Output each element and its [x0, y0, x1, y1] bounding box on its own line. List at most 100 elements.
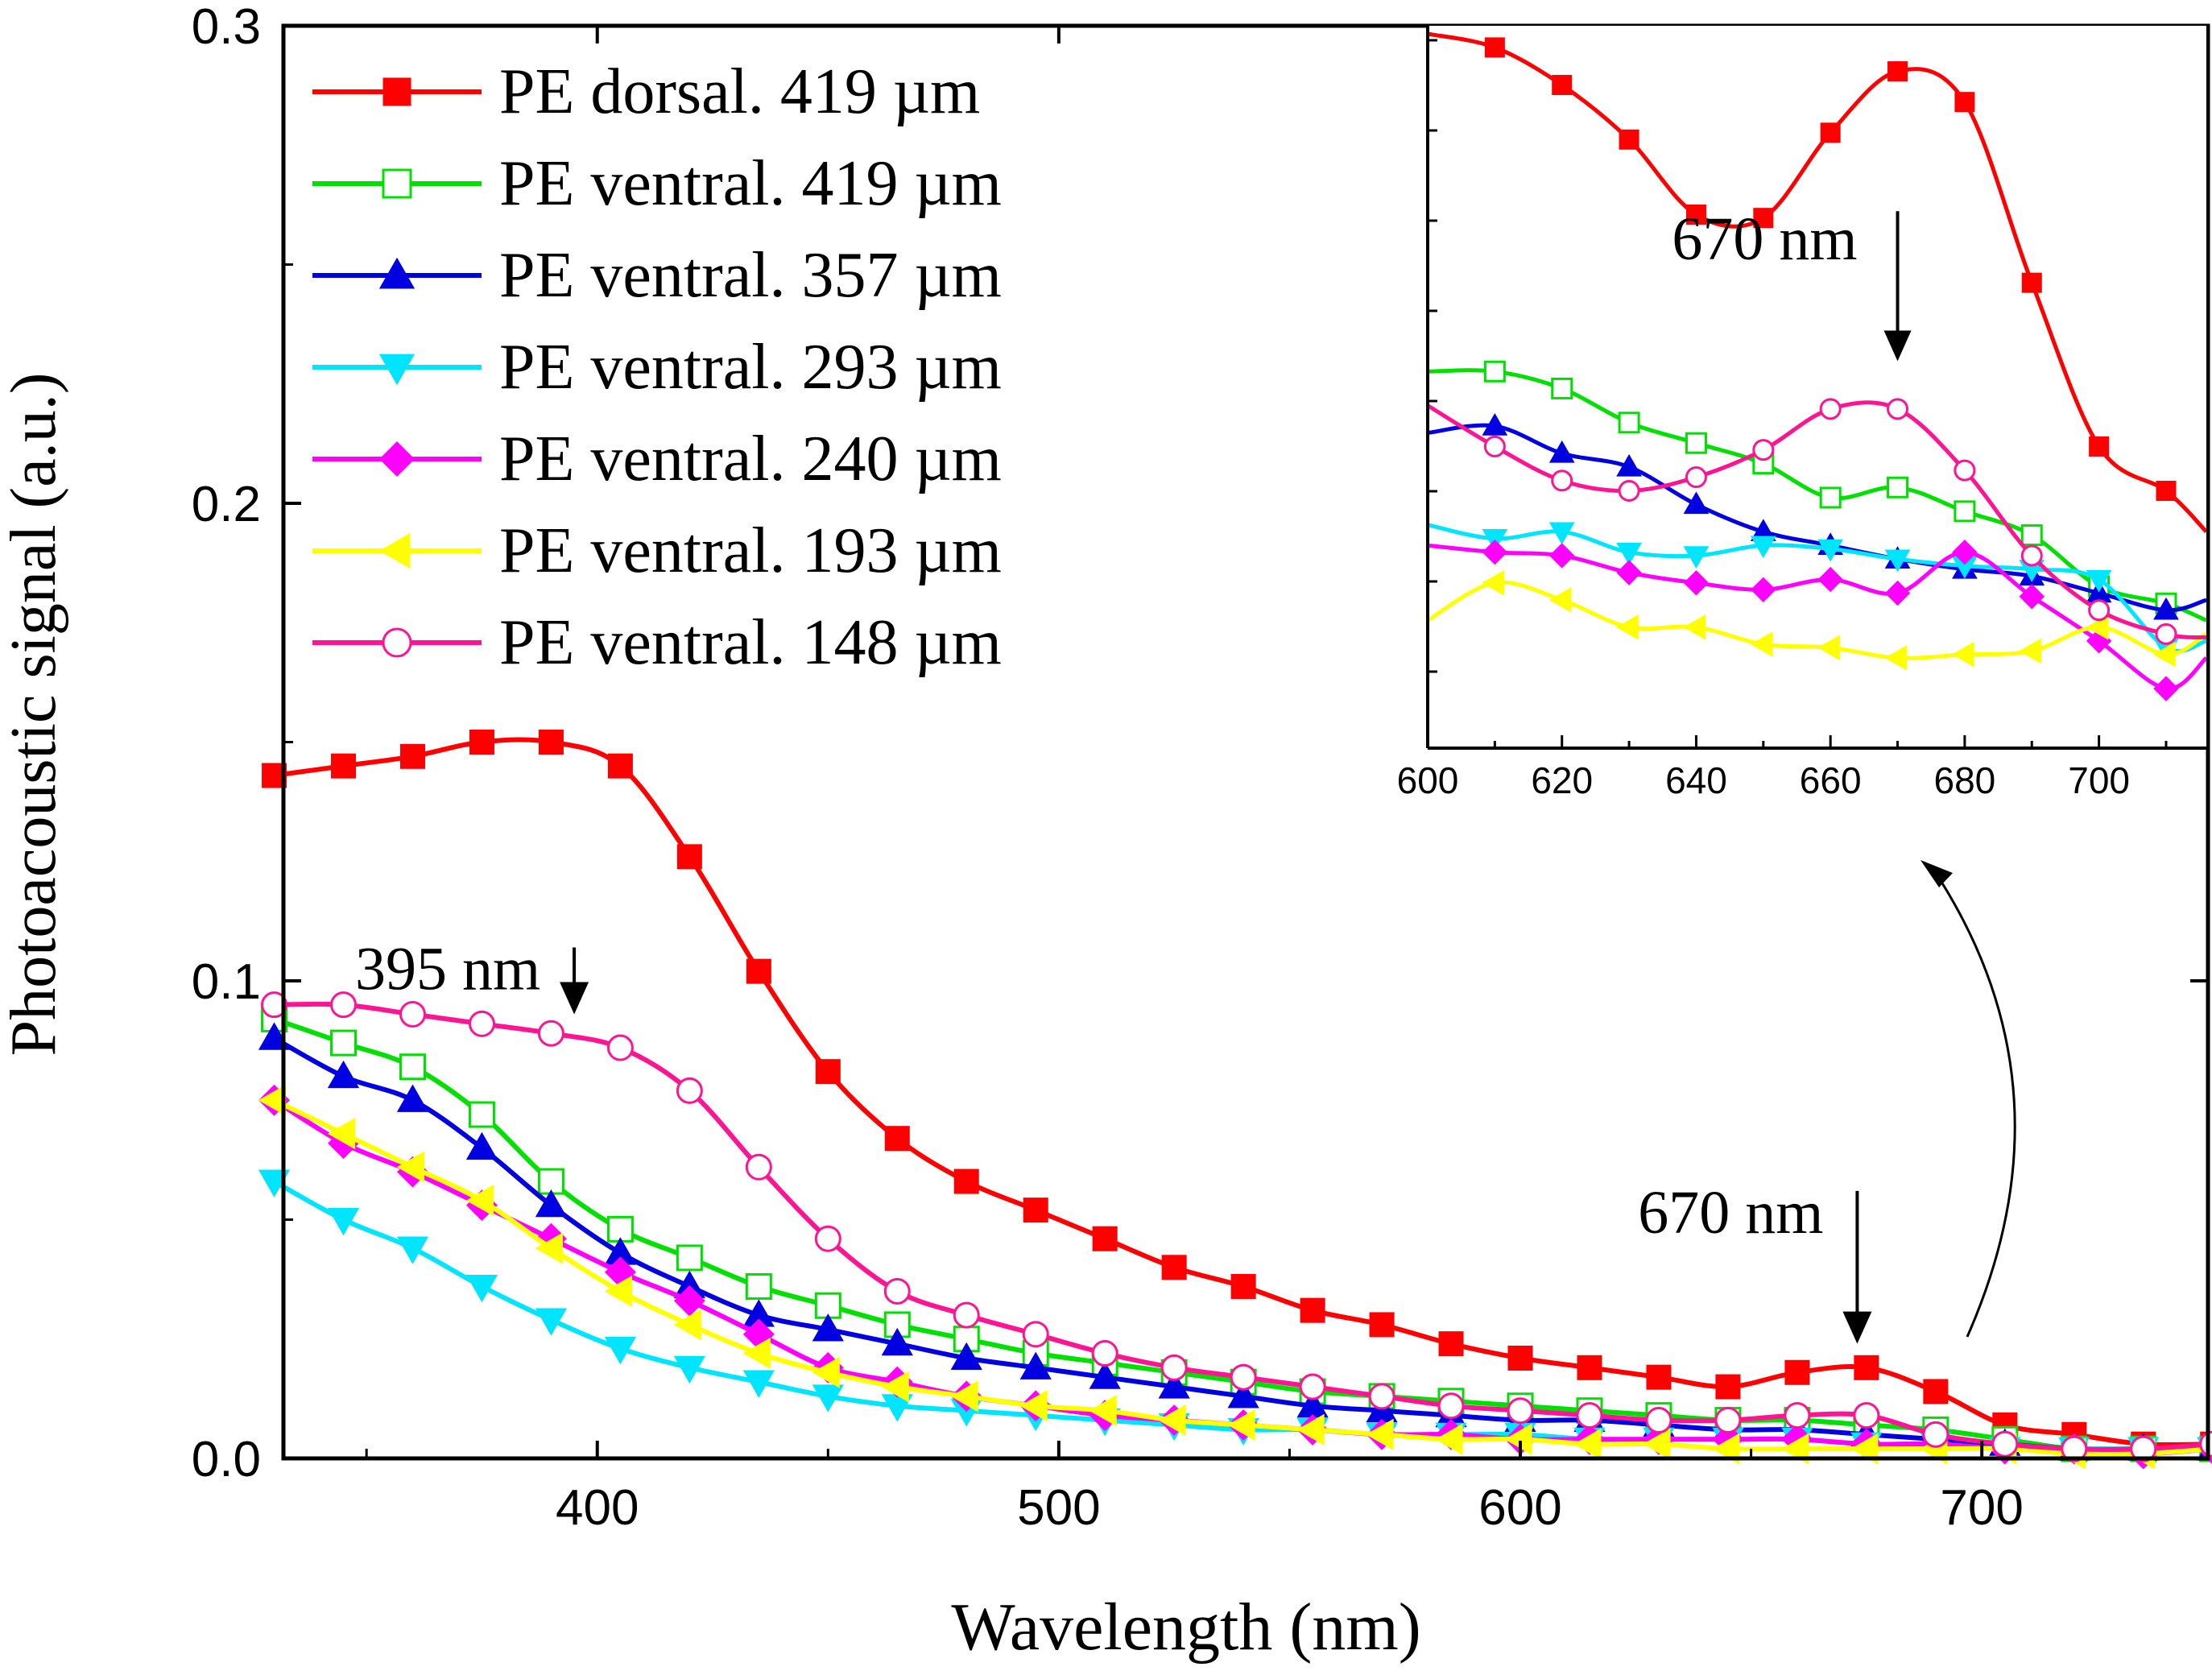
data-point [537, 1168, 564, 1195]
inset-plot-frame: 600 620 640 660 680 700 [1397, 26, 2206, 801]
inset-link-arrow [1931, 867, 2016, 1338]
series-line-pe-ventral-148-m [274, 1001, 2212, 1452]
inset-data-point [2153, 676, 2179, 701]
y-tick-label: 0.0 [192, 1432, 261, 1487]
data-point [1023, 1197, 1048, 1223]
data-point [1369, 1312, 1395, 1338]
inset-data-point [2020, 524, 2043, 547]
inset-data-point [1817, 539, 1844, 562]
legend-item: PE ventral. 357 µm [312, 240, 1002, 311]
legend-label: PE dorsal. 419 µm [499, 56, 980, 127]
inset-x-tick-label: 640 [1665, 759, 1727, 801]
inset-data-point [1483, 360, 1506, 383]
inset-x-tick-label: 600 [1397, 759, 1459, 801]
legend-item: PE ventral. 148 µm [312, 607, 1002, 678]
legend-item: PE ventral. 293 µm [312, 332, 1002, 403]
data-point [881, 1371, 909, 1403]
legend-label: PE ventral. 240 µm [499, 424, 1002, 494]
inset-data-point [1551, 469, 1573, 492]
inset-annotation-arrow-head [1883, 330, 1912, 362]
inset-data-point [1685, 204, 1706, 225]
x-tick-label: 700 [1940, 1480, 2023, 1536]
inset-data-point [1884, 549, 1911, 573]
data-point [537, 1020, 564, 1047]
inset-data-point [1954, 92, 1975, 113]
data-point [327, 1060, 360, 1089]
data-point [2061, 1435, 2088, 1462]
data-point [2130, 1435, 2157, 1462]
inset-data-point [2020, 544, 2043, 567]
data-point [604, 1337, 637, 1365]
legend-marker [378, 257, 416, 289]
inset-data-point [1685, 466, 1707, 489]
inset-series-group [1428, 31, 2206, 701]
data-point [1784, 1402, 1811, 1429]
data-point [1092, 1226, 1118, 1251]
data-point [327, 1118, 356, 1150]
legend-label: PE ventral. 293 µm [499, 332, 1002, 403]
inset-data-point [1954, 459, 1976, 482]
legend-label: PE ventral. 193 µm [499, 515, 1002, 586]
inset-data-point [1819, 398, 1842, 420]
inset-data-point [1618, 479, 1640, 502]
legend-item: PE dorsal. 419 µm [312, 56, 980, 127]
data-point [676, 1077, 703, 1104]
legend-marker [378, 532, 411, 569]
inset-data-point [1884, 580, 1911, 606]
data-point [1296, 1413, 1325, 1446]
x-tick-label: 500 [1017, 1480, 1100, 1536]
inset-annotation-label: 670 nm [1672, 205, 1857, 273]
inset-data-point [1552, 75, 1573, 96]
inset-data-point [2086, 569, 2112, 593]
inset-data-point [2088, 599, 2111, 622]
inset-chart: 600 620 640 660 680 700 670 nm [1397, 26, 2206, 801]
data-point [1854, 1355, 1879, 1380]
inset-annotations: 670 nm [1672, 205, 1912, 362]
data-point [399, 1001, 426, 1028]
legend-item: PE ventral. 419 µm [312, 148, 1002, 219]
data-point [396, 1084, 429, 1112]
data-point [604, 1275, 632, 1308]
annotation-670-nm: 670 nm [1638, 1179, 1872, 1344]
data-point [673, 1309, 701, 1341]
data-point [261, 991, 288, 1019]
data-point [1991, 1430, 2019, 1458]
inset-data-point [1482, 413, 1508, 436]
data-point [465, 1131, 498, 1160]
data-point [815, 1059, 841, 1085]
annotation-395-nm: 395 nm [355, 935, 589, 1015]
inset-data-point [1884, 645, 1908, 671]
inset-data-point [1887, 476, 1909, 498]
inset-data-point [1887, 61, 1908, 82]
x-tick-label: 400 [556, 1480, 639, 1536]
legend-marker [382, 168, 412, 199]
data-point [331, 753, 357, 779]
data-point [881, 1327, 913, 1356]
inset-data-point [1548, 522, 1575, 545]
inset-data-point [1685, 432, 1707, 454]
data-point [1089, 1361, 1121, 1389]
data-point [606, 1215, 634, 1243]
annotation-label: 395 nm [355, 935, 540, 1003]
data-point [399, 743, 425, 769]
data-point [1646, 1364, 1672, 1390]
data-point [950, 1380, 978, 1412]
data-point [535, 1232, 563, 1264]
inset-data-point [1616, 614, 1639, 640]
inset-data-point [1819, 486, 1842, 509]
data-point [1022, 1321, 1049, 1348]
inset-series-line-pe-dorsal-419-m [1428, 31, 2206, 534]
data-point [676, 844, 702, 870]
inset-x-tick-label: 660 [1800, 759, 1862, 801]
annotation-arrow-head [560, 982, 589, 1015]
data-point [327, 1207, 360, 1236]
data-point [1230, 1274, 1256, 1300]
legend-item: PE ventral. 193 µm [312, 515, 1002, 586]
data-point [676, 1244, 703, 1272]
data-point [1435, 1423, 1463, 1455]
data-point [330, 1029, 358, 1057]
data-point [1784, 1359, 1810, 1385]
legend-marker [382, 627, 412, 658]
data-point [673, 1355, 705, 1384]
data-point [535, 1308, 568, 1336]
